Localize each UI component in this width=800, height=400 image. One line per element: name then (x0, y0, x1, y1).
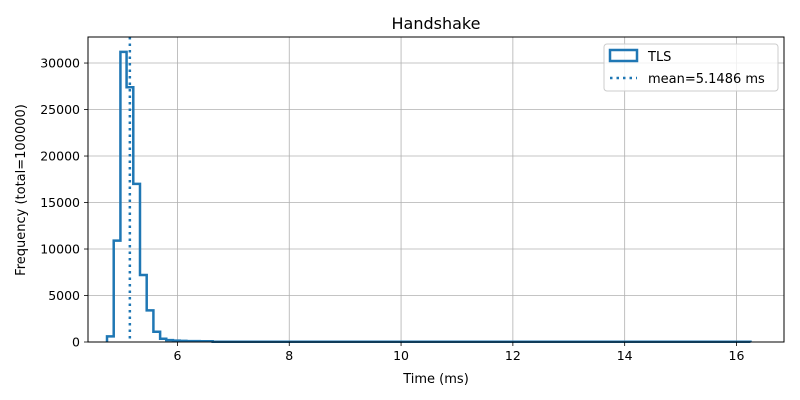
x-tick-label: 12 (505, 348, 521, 363)
y-tick-label: 5000 (48, 288, 80, 303)
y-axis-ticks: 0 5000 10000 15000 20000 25000 30000 (40, 56, 88, 350)
legend-swatch-tls (608, 48, 639, 63)
legend-label-mean: mean=5.1486 ms (648, 72, 765, 87)
x-tick-label: 6 (173, 348, 181, 363)
y-tick-label: 30000 (40, 56, 80, 71)
legend-label-tls: TLS (647, 50, 671, 65)
y-axis-label: Frequency (total=100000) (14, 104, 29, 276)
chart-title: Handshake (392, 14, 481, 33)
y-tick-label: 10000 (40, 242, 80, 257)
axes-frame (87, 36, 785, 343)
plot-area (105, 37, 752, 344)
y-tick-label: 0 (72, 335, 80, 350)
histogram-step-series-0 (105, 50, 752, 344)
y-tick-label: 25000 (40, 102, 80, 117)
x-tick-label: 14 (617, 348, 633, 363)
legend: TLS mean=5.1486 ms (603, 43, 779, 92)
x-axis-ticks: 6 8 10 12 14 16 (173, 342, 744, 363)
x-tick-label: 16 (729, 348, 745, 363)
x-tick-label: 10 (393, 348, 409, 363)
y-tick-label: 15000 (40, 195, 80, 210)
x-tick-label: 8 (285, 348, 293, 363)
y-tick-label: 20000 (40, 149, 80, 164)
legend-box (603, 43, 779, 92)
x-axis-label: Time (ms) (402, 372, 469, 387)
